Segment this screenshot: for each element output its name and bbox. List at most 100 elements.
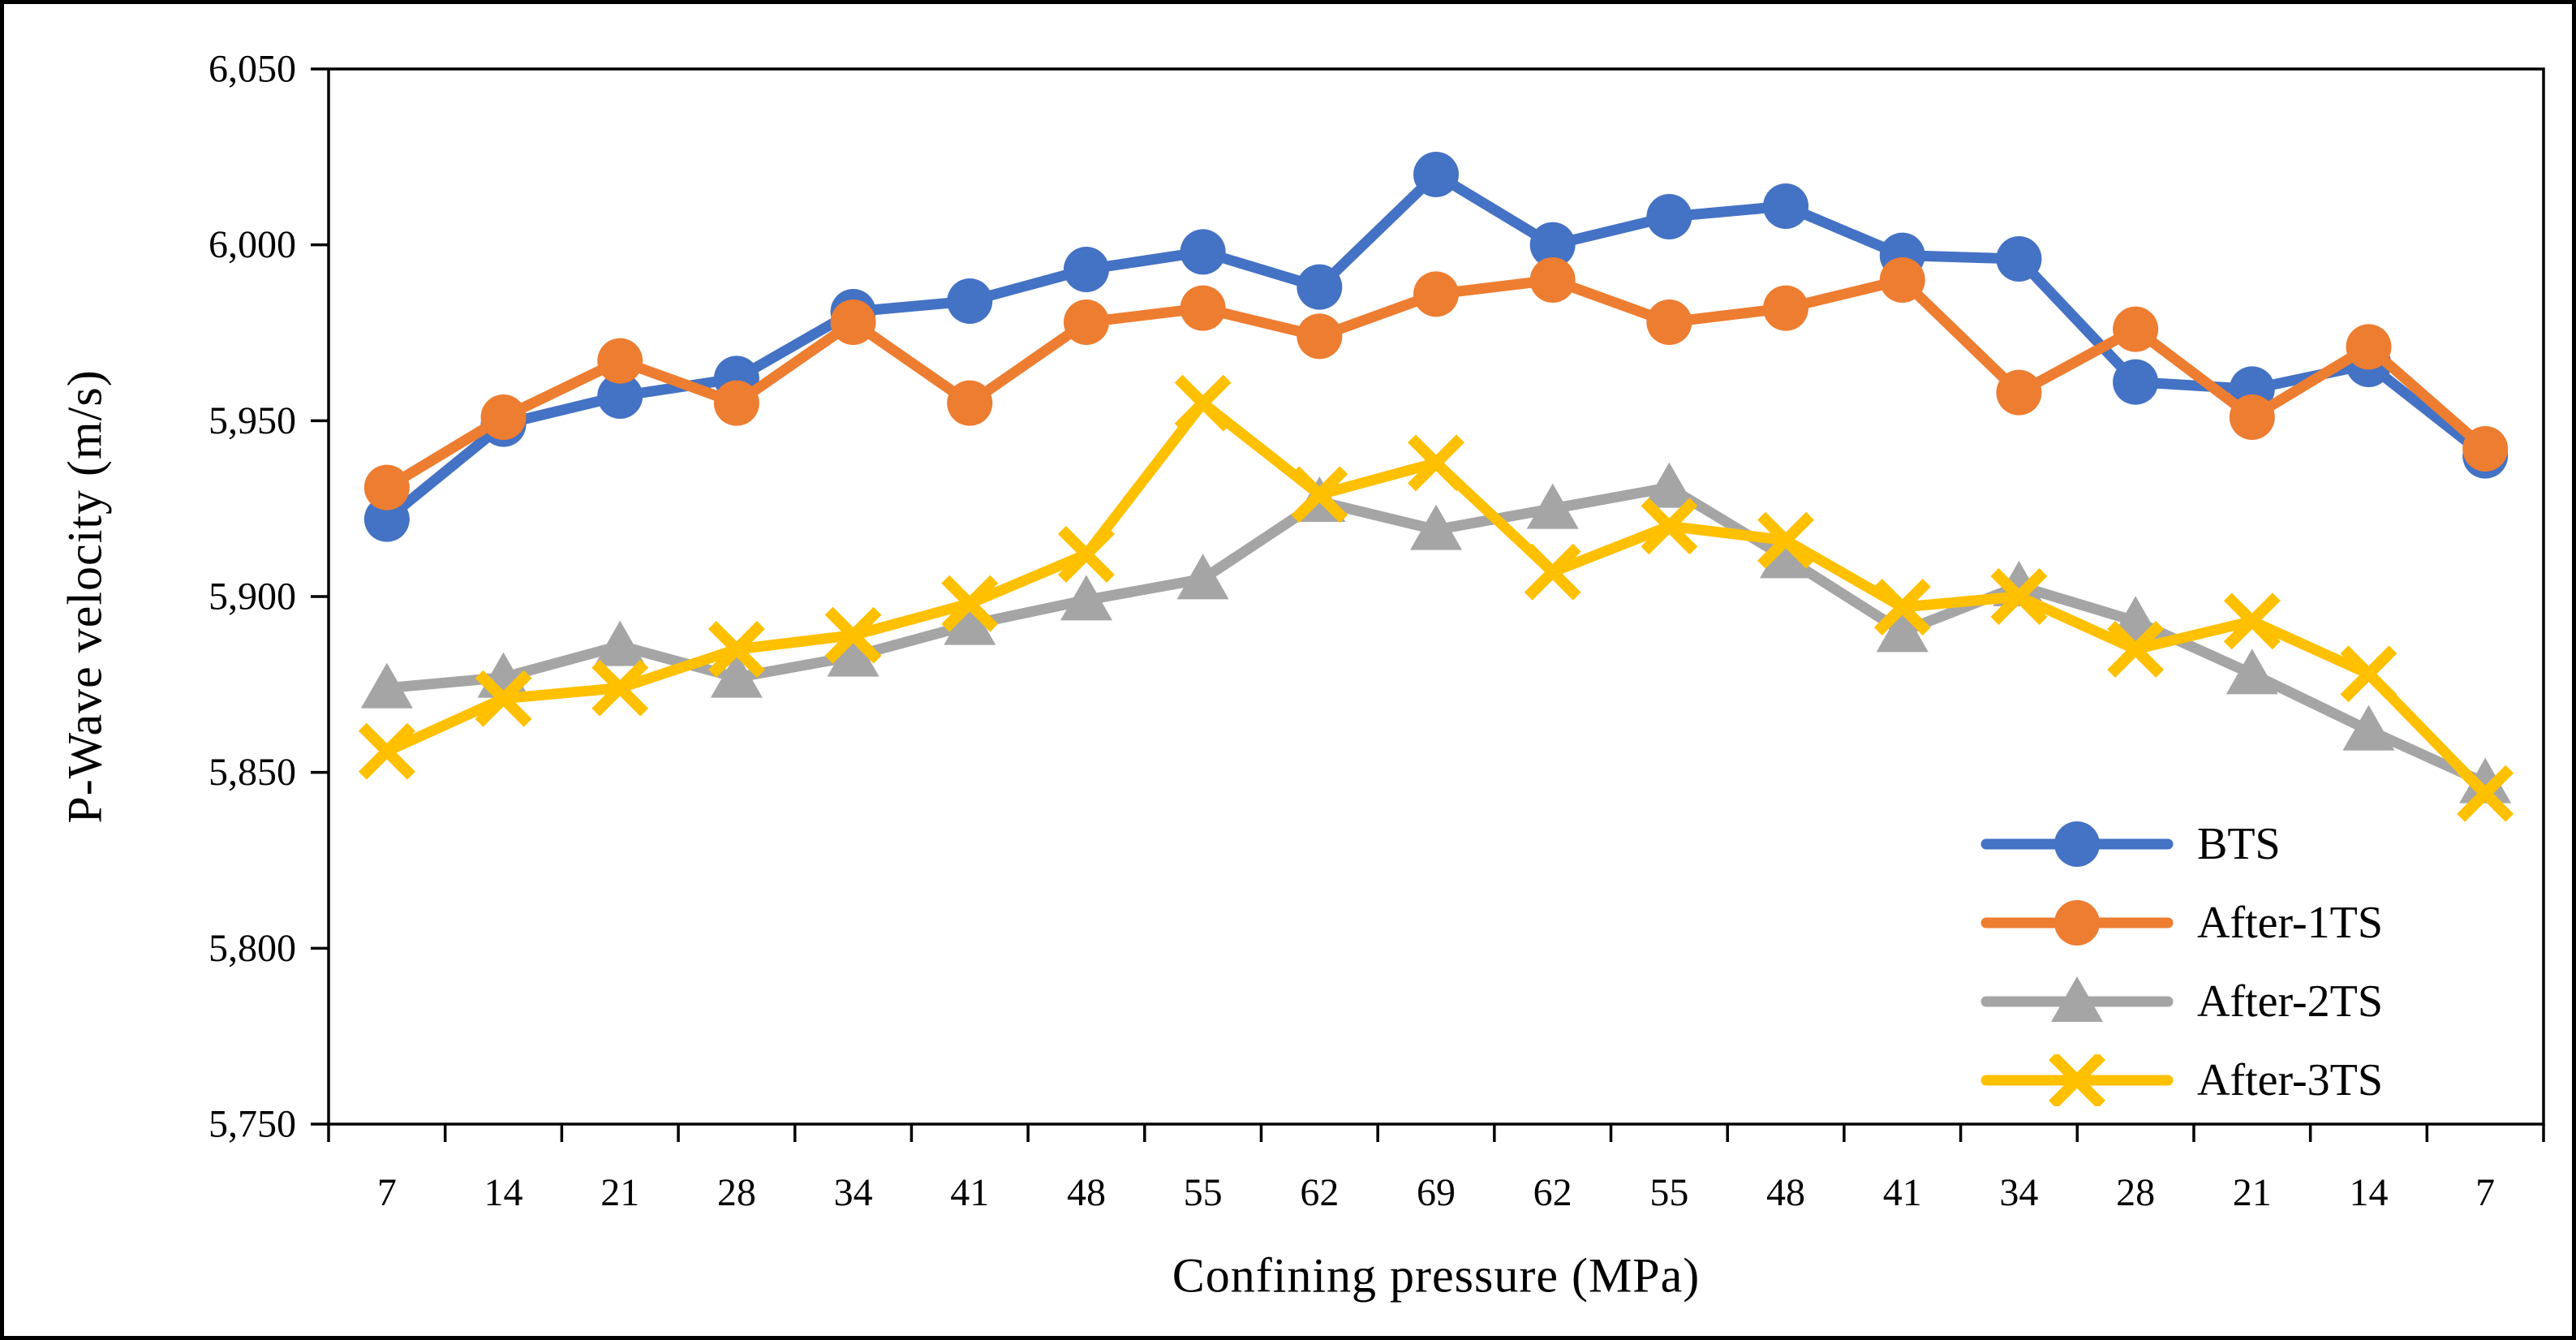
data-point-marker: [1413, 271, 1459, 317]
data-point-marker: [2459, 757, 2512, 804]
data-point-marker: [1174, 374, 1232, 432]
data-point-marker: [710, 652, 763, 698]
x-tick-label: 55: [1184, 1171, 1223, 1214]
data-point-marker: [1643, 462, 1696, 508]
y-tick-label: 5,950: [209, 399, 296, 442]
x-tick-label: 28: [2116, 1171, 2155, 1214]
x-tick-label: 28: [717, 1171, 756, 1214]
data-point-marker: [1176, 554, 1229, 600]
data-point-marker: [707, 621, 765, 678]
legend-label: After-1TS: [2197, 897, 2384, 948]
series-after-2ts: [360, 462, 2512, 804]
data-point-marker: [1058, 526, 1115, 583]
data-point-marker: [824, 606, 882, 664]
data-point-marker: [360, 662, 413, 709]
data-point-marker: [2229, 394, 2275, 440]
data-point-marker: [480, 394, 527, 440]
data-point-marker: [1646, 299, 1692, 345]
legend-marker-bts-icon: [1980, 821, 2174, 867]
legend-item-after-1ts: After-1TS: [1980, 883, 2383, 962]
x-tick-label: 21: [2233, 1171, 2272, 1214]
legend-label: After-2TS: [2197, 976, 2384, 1027]
data-point-marker: [475, 670, 532, 727]
data-point-marker: [1763, 285, 1809, 331]
data-point-marker: [830, 299, 876, 345]
data-point-marker: [1180, 285, 1226, 331]
data-point-marker: [1763, 183, 1809, 229]
data-point-marker: [941, 575, 999, 632]
data-point-marker: [2054, 899, 2100, 946]
data-point-marker: [597, 373, 643, 419]
legend-label: After-3TS: [2197, 1054, 2384, 1105]
data-point-marker: [2113, 359, 2159, 405]
data-point-marker: [1410, 504, 1462, 550]
data-point-marker: [1760, 532, 1813, 579]
data-point-marker: [1879, 257, 1925, 303]
x-tick-label: 55: [1649, 1171, 1688, 1214]
data-point-marker: [1526, 483, 1579, 529]
legend-marker-after-3ts-icon: [1980, 1053, 2174, 1106]
data-point-marker: [1873, 579, 1931, 636]
data-point-marker: [2340, 645, 2398, 703]
x-tick-label: 7: [377, 1171, 397, 1214]
data-point-marker: [2107, 621, 2165, 678]
data-point-marker: [1297, 313, 1343, 360]
plot-area: 5,750 5,800 5,850 5,900 5,950 6,000 6,050 7 14 21…: [209, 48, 2545, 1214]
data-point-marker: [944, 599, 996, 645]
data-point-marker: [597, 338, 643, 384]
data-point-marker: [591, 659, 649, 717]
data-point-marker: [2346, 324, 2392, 370]
x-tick-label: 69: [1417, 1171, 1456, 1214]
x-tick-label: 34: [1999, 1171, 2038, 1214]
x-tick-label: 62: [1300, 1171, 1339, 1214]
data-point-marker: [947, 380, 993, 426]
series-bts: [363, 152, 2509, 542]
legend-item-after-3ts: After-3TS: [1980, 1041, 2383, 1119]
y-tick-label: 6,000: [209, 223, 296, 266]
data-point-marker: [2113, 306, 2159, 352]
data-point-marker: [1646, 194, 1692, 239]
x-axis-title: Confining pressure (MPa): [1172, 1248, 1701, 1303]
x-tick-label: 41: [1883, 1171, 1922, 1214]
data-point-marker: [2223, 592, 2281, 650]
legend-label: BTS: [2197, 818, 2281, 869]
data-point-marker: [363, 464, 410, 511]
data-point-marker: [1180, 229, 1226, 275]
y-tick-label: 6,050: [209, 48, 296, 91]
data-point-marker: [2457, 765, 2514, 822]
data-point-marker: [1060, 575, 1112, 621]
data-point-marker: [1063, 299, 1109, 345]
data-point-marker: [594, 620, 647, 666]
series-after-3ts: [358, 374, 2514, 822]
data-point-marker: [1063, 247, 1109, 292]
legend-item-bts: BTS: [1980, 804, 2383, 883]
data-point-marker: [2342, 704, 2395, 751]
y-axis-title: P-Wave velocity (m/s): [58, 369, 112, 824]
data-point-marker: [947, 278, 993, 324]
data-point-marker: [358, 722, 415, 780]
data-point-marker: [827, 631, 879, 677]
x-tick-label: 14: [484, 1171, 523, 1214]
data-point-marker: [1413, 152, 1459, 197]
x-tick-label: 21: [600, 1171, 639, 1214]
data-point-marker: [1408, 434, 1464, 492]
x-tick-label: 62: [1533, 1171, 1572, 1214]
legend-item-after-2ts: After-2TS: [1980, 962, 2383, 1041]
data-point-marker: [1876, 606, 1929, 653]
x-tick-label: 7: [2475, 1171, 2495, 1214]
data-point-marker: [1996, 369, 2042, 416]
data-point-marker: [363, 496, 410, 542]
legend-marker-after-1ts-icon: [1980, 899, 2174, 946]
x-tick-label: 34: [834, 1171, 873, 1214]
y-tick-label: 5,800: [209, 927, 296, 970]
y-tick-label: 5,750: [209, 1103, 296, 1146]
series-after-1ts: [363, 257, 2509, 511]
legend-marker-after-2ts-icon: [1980, 976, 2174, 1022]
y-tick-label: 5,900: [209, 575, 296, 618]
data-point-marker: [1529, 257, 1576, 303]
data-point-marker: [713, 380, 759, 426]
x-tick-label: 14: [2349, 1171, 2388, 1214]
data-point-marker: [2051, 976, 2103, 1022]
legend: BTS After-1TS After-2TS After-3TS: [1980, 804, 2383, 1119]
data-point-marker: [2462, 426, 2509, 472]
